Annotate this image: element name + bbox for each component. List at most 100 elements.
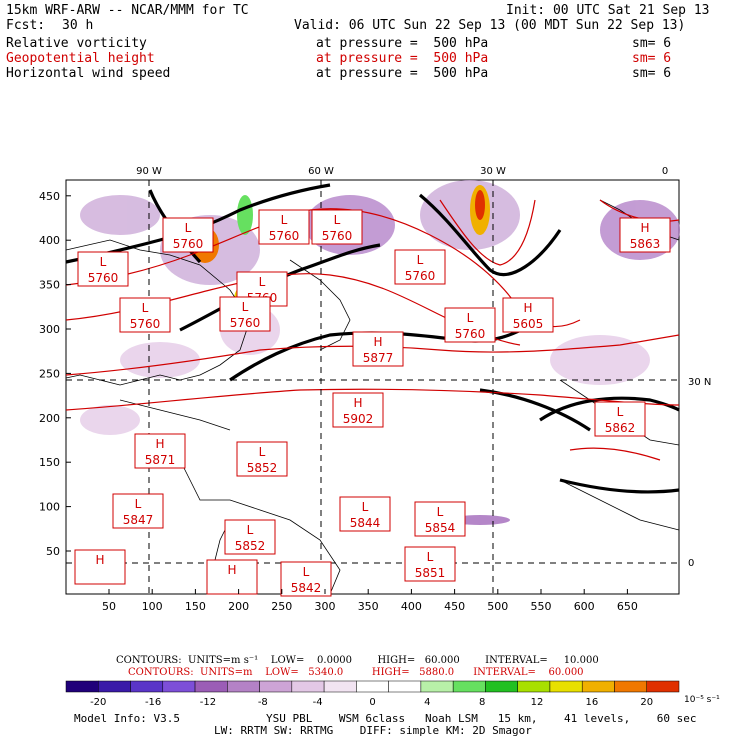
x-tick-label: 500 (487, 600, 508, 613)
pressure-center-type: L (427, 550, 434, 564)
colorbar-swatch (227, 680, 260, 693)
y-tick-label: 150 (39, 456, 60, 469)
pressure-center: H (74, 549, 126, 585)
pressure-center-type: L (303, 565, 310, 579)
pressure-center-type: L (247, 523, 254, 537)
colorbar-units: 10⁻⁵ s⁻¹ (684, 695, 720, 705)
pressure-center: H 5902 (332, 392, 384, 428)
pressure-center: L 5852 (236, 441, 288, 477)
pressure-center-value: 5760 (230, 316, 261, 330)
colorbar-swatch (420, 680, 454, 693)
pressure-center-type: H (640, 221, 649, 235)
y-tick-label: 50 (46, 545, 60, 558)
pressure-center-type: L (281, 213, 288, 227)
pressure-center-value: 5760 (130, 317, 161, 331)
x-tick-label: 50 (102, 600, 116, 613)
pressure-center-value: 5854 (425, 521, 456, 535)
pressure-center-value: 5760 (405, 269, 436, 283)
y-tick-label: 400 (39, 234, 60, 247)
pressure-center-type: L (417, 253, 424, 267)
pressure-center-value: 5852 (247, 461, 278, 475)
pressure-center-value: 5842 (291, 581, 322, 595)
valid-time: Valid: 06 UTC Sun 22 Sep 13 (00 MDT Sun … (294, 18, 686, 33)
model-title: 15km WRF-ARW -- NCAR/MMM for TC (6, 3, 249, 18)
pressure-centers: L 5760 L 5760 L 5760 L 5760 L 5760 L 5760 L 5760 L 5760… (74, 209, 671, 597)
field-name-wind: Horizontal wind speed (6, 66, 171, 81)
y-tick-label: 350 (39, 279, 60, 292)
pressure-center-value: 5760 (322, 229, 353, 243)
init-time: Init: 00 UTC Sat 21 Sep 13 (506, 3, 710, 18)
colorbar-label: 12 (531, 697, 544, 708)
pressure-center: L 5760 (77, 251, 129, 287)
colorbar-swatch (194, 680, 228, 693)
colorbar-swatch (98, 680, 131, 693)
field-sm-vorticity: sm= 6 (632, 36, 672, 51)
pressure-center-value: 5877 (363, 351, 394, 365)
pressure-center-value: 5902 (343, 412, 374, 426)
colorbar-label: 4 (424, 697, 430, 708)
pressure-center: L 5760 (444, 307, 496, 343)
y-tick-label: 300 (39, 323, 60, 336)
pressure-center-value: 5847 (123, 513, 154, 527)
pressure-center-value: 5760 (269, 229, 300, 243)
axis-ticks: 50 100 150 200 250 300 350 400 450 500 550 600 65050… (39, 166, 711, 613)
x-tick-label: 550 (531, 600, 552, 613)
colorbar-swatch (356, 680, 389, 693)
colorbar-swatch (259, 680, 293, 693)
pressure-center: L 5852 (224, 519, 276, 555)
pressure-center: L 5854 (414, 501, 466, 537)
pressure-center-type: H (95, 553, 104, 567)
pressure-center-type: L (142, 301, 149, 315)
pressure-center-value: 5760 (88, 271, 119, 285)
physics-info-line2: LW: RRTM SW: RRTMG DIFF: simple KM: 2D S… (214, 724, 532, 737)
x-tick-label: 600 (574, 600, 595, 613)
colorbar-label: -12 (200, 697, 216, 708)
pressure-center-type: L (362, 500, 369, 514)
colorbar-swatch (485, 680, 518, 693)
colorbar-swatch (614, 680, 647, 693)
pressure-center: L 5760 (394, 249, 446, 285)
pressure-center: L 5760 (119, 297, 171, 333)
colorbar-label: 0 (369, 697, 375, 708)
field-level-wind: at pressure = 500 hPa (316, 66, 489, 81)
colorbar-swatch (517, 680, 551, 693)
colorbar-swatch (646, 680, 680, 693)
colorbar-swatch (162, 680, 196, 693)
field-name-vorticity: Relative vorticity (6, 36, 147, 51)
field-name-height: Geopotential height (6, 51, 155, 66)
longitude-label: 60 W (308, 166, 334, 177)
field-sm-wind: sm= 6 (632, 66, 672, 81)
y-tick-label: 100 (39, 501, 60, 514)
colorbar-swatch (581, 680, 615, 693)
pressure-center-type: L (242, 300, 249, 314)
colorbar-label: -20 (90, 697, 106, 708)
pressure-center: L 5847 (112, 493, 164, 529)
pressure-center-value: 5844 (350, 516, 381, 530)
latitude-label: 0 (688, 558, 694, 569)
pressure-center: H 5863 (619, 217, 671, 253)
colorbar: -20 -16 -12 -8 -4 0 4 8 12 16 20 10⁻⁵ s⁻¹ (65, 680, 720, 708)
pressure-center-value: 5852 (235, 539, 266, 553)
pressure-center-type: L (135, 497, 142, 511)
colorbar-swatch (65, 680, 99, 693)
pressure-center-type: L (334, 213, 341, 227)
colorbar-swatch (323, 680, 357, 693)
pressure-center-type: L (100, 255, 107, 269)
model-info: Model Info: V3.5 (74, 712, 180, 725)
pressure-center: L 5851 (404, 546, 456, 582)
pressure-center-value: 5871 (145, 453, 176, 467)
field-level-vorticity: at pressure = 500 hPa (316, 36, 489, 51)
x-tick-label: 250 (271, 600, 292, 613)
forecast-hour: 30 h (62, 18, 94, 33)
x-tick-label: 300 (315, 600, 336, 613)
pressure-center-value: 5760 (173, 237, 204, 251)
pressure-center: H 5605 (502, 297, 554, 333)
colorbar-swatch (549, 680, 583, 693)
x-tick-label: 200 (228, 600, 249, 613)
longitude-label: 30 W (480, 166, 506, 177)
colorbar-swatch (388, 680, 422, 693)
pressure-center-type: L (259, 445, 266, 459)
pressure-center-value: 5760 (455, 327, 486, 341)
longitude-label: 0 (662, 166, 668, 177)
